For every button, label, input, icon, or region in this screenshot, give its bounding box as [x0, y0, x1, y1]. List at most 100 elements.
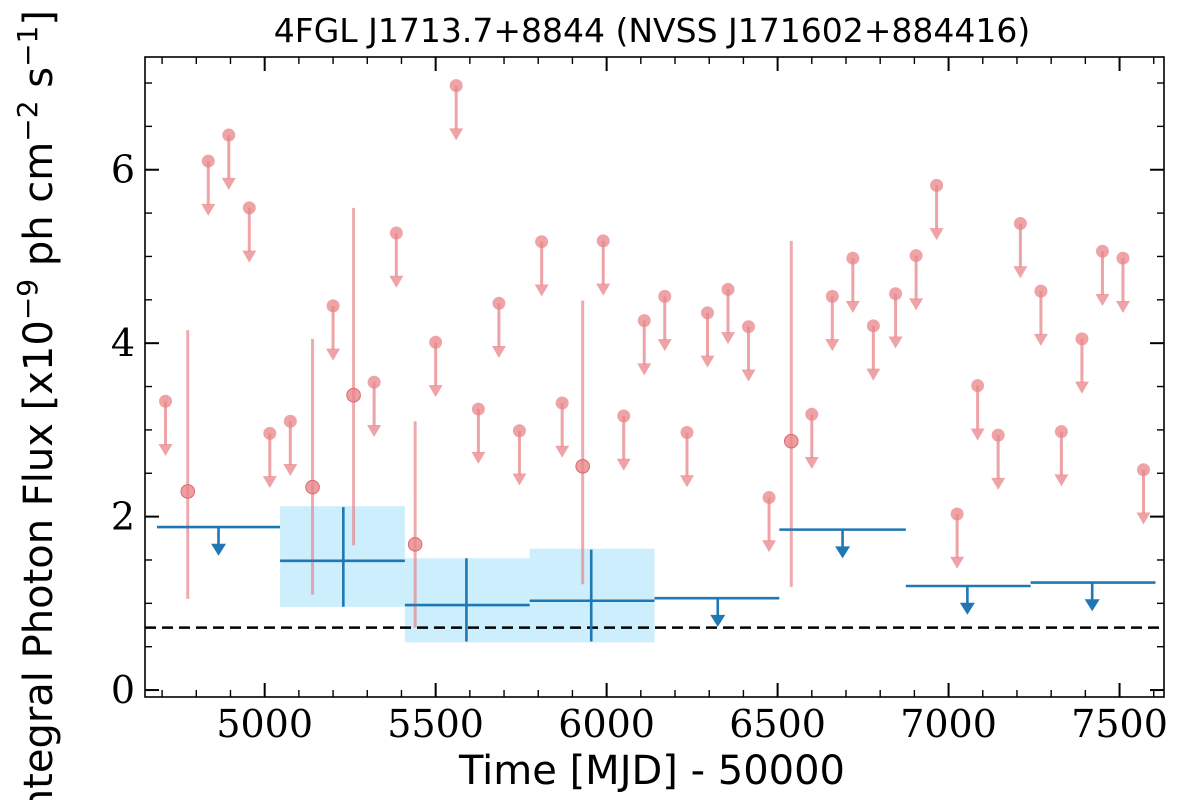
short-bin-upper-limit-point [263, 426, 277, 440]
y-axis-label-exponent: −9 [11, 279, 44, 320]
y-tick-label: 4 [111, 321, 135, 365]
short-bin-arrow-head [888, 336, 903, 349]
long-bin-arrow-head [1084, 599, 1100, 612]
short-bin-arrow-head [700, 355, 715, 368]
short-bin-upper-limit-point [1054, 425, 1068, 439]
short-bin-arrow-head [616, 458, 631, 471]
short-bin-arrow-head [449, 128, 464, 141]
short-bin-upper-limit-point [1095, 244, 1109, 258]
short-bin-detection-point [783, 433, 799, 449]
short-bin-upper-limit-point [471, 402, 485, 416]
short-bin-upper-limit-point [326, 299, 340, 313]
short-bin-arrow-head [762, 540, 777, 553]
x-tick-label: 5000 [216, 702, 313, 746]
short-bin-upper-limit-point [283, 414, 297, 428]
short-bin-upper-limit-point [866, 319, 880, 333]
x-tick-label: 5500 [387, 702, 484, 746]
short-bin-upper-limit-point [1013, 217, 1027, 231]
short-bin-upper-limit-point [909, 249, 923, 263]
long-bin-arrow-head [211, 543, 227, 556]
x-tick-label: 7000 [900, 702, 997, 746]
short-bin-upper-limit-point [596, 234, 610, 248]
short-bin-arrow-head [845, 300, 860, 313]
y-axis-label-exponent-2: −2 [11, 100, 44, 141]
short-bin-arrow-head [1115, 300, 1130, 313]
short-bin-arrow-head [242, 250, 257, 263]
short-bin-upper-limit-point [492, 296, 506, 310]
short-bin-upper-limit-point [846, 251, 860, 265]
x-tick-label: 7500 [1071, 702, 1168, 746]
y-axis-label: Integral Photon Flux [x10−9 ph cm−2 s−1] [11, 10, 62, 800]
long-bin-arrow-head [835, 546, 851, 559]
axes [144, 56, 1165, 698]
short-bin-upper-limit-point [680, 426, 694, 440]
short-bin-upper-limit-point [1075, 332, 1089, 346]
short-bin-detection-point [575, 459, 590, 474]
plot-content [145, 79, 1164, 643]
short-bin-arrow-head [283, 463, 298, 476]
y-axis-label-exponent-3: −1 [11, 26, 44, 67]
short-bin-upper-limit-point [242, 201, 256, 215]
short-bin-arrow-head [721, 332, 736, 345]
short-bin-arrow-head [1013, 266, 1028, 279]
short-bin-detection-point [346, 387, 361, 403]
short-bin-arrow-head [262, 476, 277, 489]
x-axis-label: Time [MJD] - 50000 [458, 748, 845, 794]
short-bin-arrow-head [326, 348, 341, 361]
short-bin-upper-limit-point [159, 394, 173, 408]
short-bin-upper-limit-point [930, 178, 944, 192]
short-bin-upper-limit-point [991, 428, 1005, 442]
short-bin-arrow-head [866, 368, 881, 381]
short-bin-upper-limit-point [762, 491, 776, 505]
short-bin-arrow-head [741, 369, 756, 382]
y-tick-label: 6 [111, 148, 135, 192]
short-bin-arrow-head [679, 475, 694, 488]
short-bin-upper-limit-point [1116, 251, 1130, 265]
short-bin-detection-point [305, 479, 320, 495]
plot-area [145, 79, 1164, 643]
short-bin-arrow-head [158, 444, 173, 457]
short-bin-upper-limit-point [1034, 284, 1048, 298]
short-bin-upper-limit-point [512, 424, 526, 438]
short-bin-upper-limit-point [889, 287, 903, 301]
short-bin-arrow-head [1095, 294, 1110, 307]
short-bin-arrow-head [491, 346, 506, 359]
x-tick-label: 6000 [558, 702, 655, 746]
y-tick-label: 0 [111, 668, 135, 712]
x-axis-ticks: 5000 5500 6000 6500 7000 7500 [161, 57, 1168, 746]
short-bin-upper-limit-point [535, 235, 549, 249]
short-bin-detection-point [180, 484, 196, 499]
short-bin-upper-limit-point [429, 335, 443, 349]
short-bin-arrow-head [555, 445, 570, 458]
short-bin-upper-limit-point [637, 314, 651, 328]
short-bin-arrow-head [512, 473, 527, 486]
long-bin-arrow-head [710, 614, 726, 627]
short-bin-arrow-head [950, 556, 965, 569]
short-bin-arrow-head [657, 339, 672, 352]
short-bin-upper-limit-point [367, 375, 381, 389]
short-bin-arrow-head [534, 284, 549, 297]
short-bin-upper-limit-point [449, 79, 463, 93]
short-bin-arrow-head [970, 428, 985, 441]
short-bin-arrow-head [367, 424, 382, 437]
short-bin-arrow-head [637, 363, 652, 376]
short-bin-upper-limit-point [742, 320, 756, 334]
short-bin-upper-limit-point [805, 407, 819, 421]
y-axis-label-end: ] [16, 10, 62, 26]
short-bin-arrow-head [804, 457, 819, 470]
short-bin-upper-limit-point [825, 289, 839, 303]
short-bin-arrow-head [909, 298, 924, 311]
y-axis-label-unit-2: s [16, 67, 62, 101]
short-bin-arrow-head [471, 451, 486, 464]
short-bin-arrow-head [1136, 512, 1151, 525]
short-bin-upper-limit-point [971, 379, 985, 393]
y-axis-ticks: 0 2 4 6 [111, 82, 1164, 712]
short-bin-upper-limit-point [201, 154, 215, 168]
short-bin-upper-limit-point [950, 507, 964, 521]
short-bin-upper-limit-point [617, 409, 631, 423]
short-bin-upper-limit-point [658, 289, 672, 303]
short-bin-upper-limit-point [721, 282, 735, 296]
short-bin-upper-limit-point [701, 306, 715, 320]
